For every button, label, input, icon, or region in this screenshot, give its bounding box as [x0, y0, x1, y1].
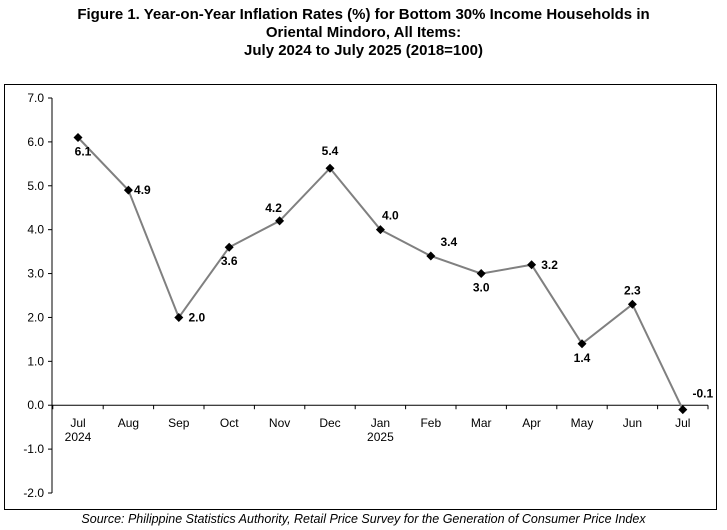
y-tick-label: 1.0 [27, 354, 44, 368]
data-label: 2.3 [624, 283, 641, 297]
x-year-label: 2024 [65, 430, 92, 444]
y-tick-label: -1.0 [23, 442, 44, 456]
data-label: 5.4 [322, 144, 339, 158]
x-tick-label: Oct [220, 416, 239, 430]
data-label: 4.9 [134, 183, 151, 197]
data-label: 6.1 [75, 145, 92, 159]
data-label: 4.0 [382, 209, 399, 223]
data-point [577, 339, 587, 349]
x-tick-label: Nov [269, 416, 290, 430]
y-tick-label: 3.0 [27, 267, 44, 281]
data-point [476, 269, 486, 279]
data-point [224, 242, 234, 252]
y-tick-label: 6.0 [27, 135, 44, 149]
chart-title: Figure 1. Year-on-Year Inflation Rates (… [0, 6, 727, 60]
data-label: 3.4 [440, 235, 457, 249]
y-tick-label: 5.0 [27, 179, 44, 193]
data-point [426, 251, 436, 261]
data-point [174, 312, 184, 322]
y-tick-label: 4.0 [27, 223, 44, 237]
source-note: Source: Philippine Statistics Authority,… [81, 512, 646, 526]
data-label: 2.0 [188, 310, 205, 324]
y-tick-label: 7.0 [27, 91, 44, 105]
data-label: 3.0 [473, 281, 490, 295]
x-tick-label: Jul [675, 416, 690, 430]
chart-frame [4, 84, 717, 510]
y-tick-label: 0.0 [27, 398, 44, 412]
data-point [73, 133, 83, 142]
x-tick-label: Apr [522, 416, 541, 430]
y-tick-label: -2.0 [23, 486, 44, 500]
x-tick-label: Sep [168, 416, 190, 430]
data-label: 1.4 [574, 351, 591, 365]
series-line [77, 136, 684, 411]
data-label: 4.2 [265, 201, 282, 215]
x-tick-label: Feb [420, 416, 441, 430]
data-label: -0.1 [692, 387, 713, 401]
data-point [325, 163, 335, 173]
chart-title-line-1: Figure 1. Year-on-Year Inflation Rates (… [77, 6, 650, 23]
data-point [275, 216, 285, 226]
x-tick-label: Dec [319, 416, 340, 430]
data-point [627, 299, 637, 309]
data-label: 3.2 [541, 258, 558, 272]
x-tick-label: Jan [371, 416, 390, 430]
x-tick-label: Jun [623, 416, 642, 430]
data-point [123, 185, 133, 195]
data-label: 3.6 [221, 254, 238, 268]
data-point [527, 260, 537, 270]
data-point [375, 225, 385, 235]
x-tick-label: Aug [118, 416, 139, 430]
x-tick-label: Mar [471, 416, 492, 430]
chart-title-line-3: July 2024 to July 2025 (2018=100) [244, 42, 483, 59]
y-tick-label: 2.0 [27, 310, 44, 324]
x-year-label: 2025 [367, 430, 394, 444]
data-point [678, 405, 688, 415]
x-tick-label: May [571, 416, 594, 430]
chart-title-line-2: Oriental Mindoro, All Items: [265, 24, 462, 41]
x-tick-label: Jul [70, 416, 85, 430]
